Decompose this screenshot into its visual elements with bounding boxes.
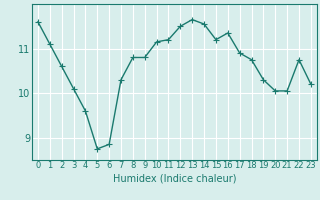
X-axis label: Humidex (Indice chaleur): Humidex (Indice chaleur)	[113, 173, 236, 183]
